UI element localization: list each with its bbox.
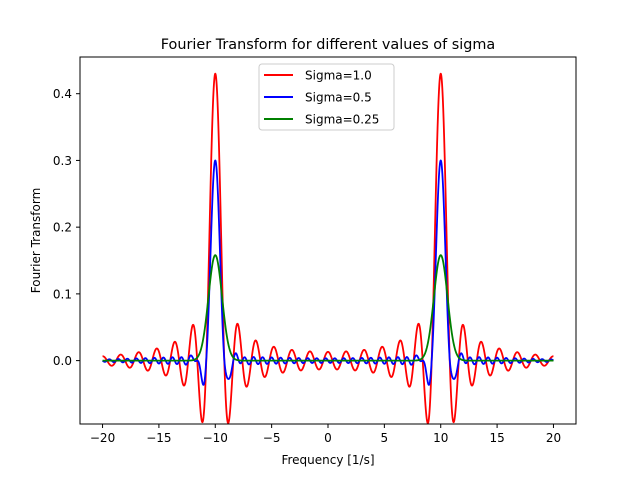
y-tick-label: 0.3	[53, 154, 72, 168]
y-axis-label: Fourier Transform	[29, 188, 43, 294]
y-tick-label: 0.2	[53, 221, 72, 235]
x-tick-label: 15	[489, 431, 504, 445]
y-tick-label: 0.1	[53, 287, 72, 301]
y-axis: 0.0 0.1 0.2 0.3 0.4	[53, 87, 80, 368]
series-layer	[101, 72, 555, 424]
series-line-sigma-1-0	[101, 72, 555, 424]
x-tick-label: 20	[546, 431, 561, 445]
legend-label-sigma-0-5: Sigma=0.5	[305, 91, 372, 105]
legend-box	[258, 63, 395, 131]
x-tick-label: −5	[263, 431, 281, 445]
x-axis-label: Frequency [1/s]	[281, 453, 374, 467]
series-line-sigma-0-25	[101, 254, 555, 362]
legend: Sigma=1.0 Sigma=0.5 Sigma=0.25	[258, 63, 395, 131]
x-tick-label: 5	[381, 431, 389, 445]
y-tick-label: 0.4	[53, 87, 72, 101]
x-tick-label: 10	[433, 431, 448, 445]
x-tick-label: −20	[90, 431, 115, 445]
x-tick-label: −15	[146, 431, 171, 445]
y-tick-label: 0.0	[53, 354, 72, 368]
legend-label-sigma-0-25: Sigma=0.25	[305, 113, 379, 127]
chart-title: Fourier Transform for different values o…	[161, 37, 495, 53]
legend-label-sigma-1-0: Sigma=1.0	[305, 69, 372, 83]
x-tick-label: 0	[324, 431, 332, 445]
x-tick-label: −10	[203, 431, 228, 445]
x-axis: −20 −15 −10 −5 0 5 10 15 20	[90, 424, 561, 445]
